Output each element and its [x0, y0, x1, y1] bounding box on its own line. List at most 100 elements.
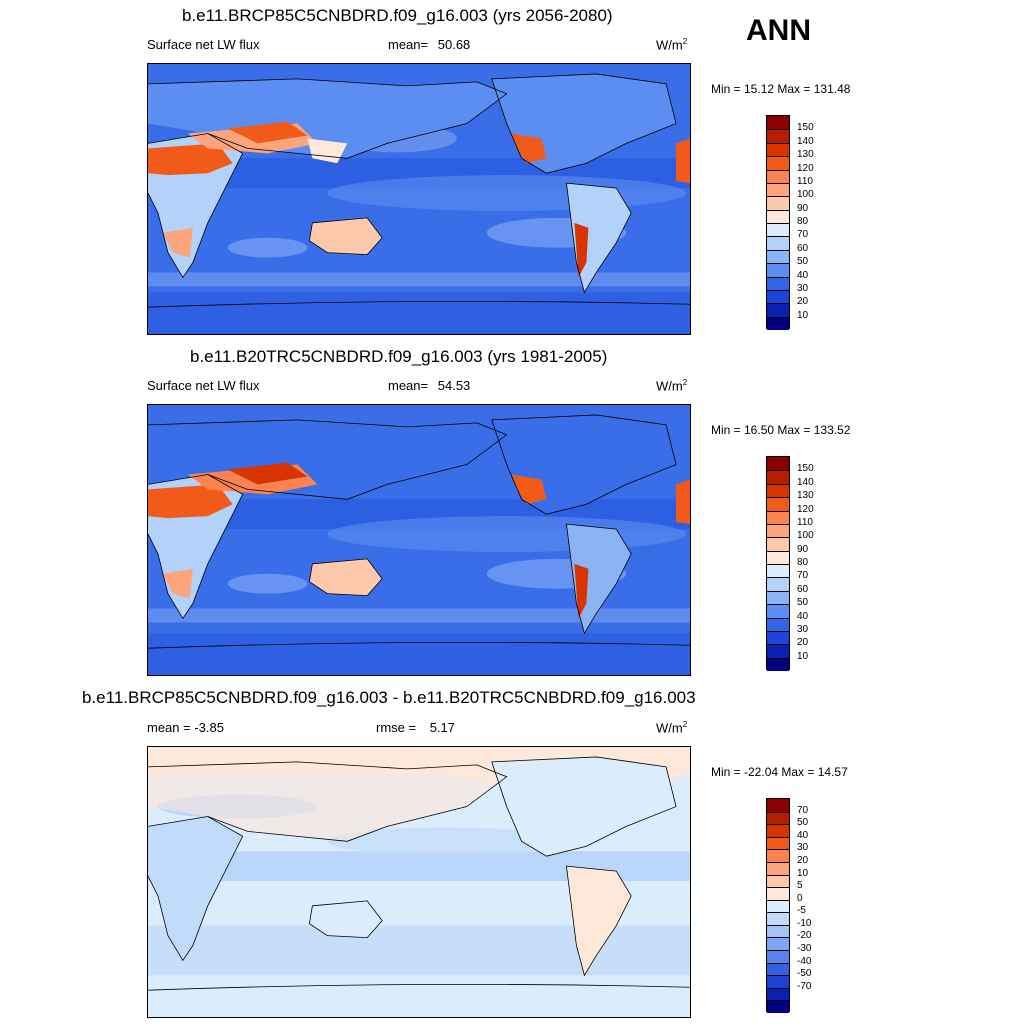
colorbar-swatch: [767, 470, 789, 484]
colorbar-swatch: [767, 497, 789, 511]
colorbar-tick-label: 60: [797, 583, 809, 595]
colorbar-tick-label: 10: [797, 867, 809, 879]
panel2-minmax: Min = 16.50 Max = 133.52: [711, 423, 851, 437]
season-label: ANN: [746, 14, 811, 47]
colorbar-tick-label: 90: [797, 543, 809, 555]
panel3-colorbar-labels: 70 50 40 30 20 10 5 0 -5 -10 -20 -30 -40 -50 -70: [797, 798, 837, 1012]
colorbar-swatch: [767, 924, 789, 938]
colorbar-swatch: [767, 564, 789, 578]
colorbar-swatch: [767, 169, 789, 183]
colorbar-tick-label: 100: [797, 189, 814, 201]
colorbar-swatch: [767, 116, 789, 130]
colorbar-swatch: [767, 196, 789, 210]
panel1-map: [147, 63, 691, 335]
colorbar-tick-label: 0: [797, 892, 803, 904]
colorbar-swatch: [767, 799, 789, 812]
colorbar-swatch: [767, 537, 789, 551]
panel3-units: W/m2: [656, 720, 688, 736]
colorbar-swatch: [767, 182, 789, 197]
panel2-title: b.e11.B20TRC5CNBDRD.f09_g16.003 (yrs 198…: [190, 347, 608, 366]
colorbar-tick-label: 20: [797, 637, 809, 649]
colorbar-tick-label: 40: [797, 269, 809, 281]
colorbar-tick-label: -20: [797, 930, 812, 942]
colorbar-tick-label: 20: [797, 296, 809, 308]
panel2-mean: mean= 54.53: [388, 378, 470, 393]
panel1-colorbar-labels: 150 140 130 120 110 100 90 80 70 60 50 40 30 20 10: [797, 115, 837, 329]
colorbar-swatch: [767, 912, 789, 925]
colorbar-tick-label: 30: [797, 623, 809, 635]
panel2-mean-label: mean=: [388, 378, 429, 393]
colorbar-tick-label: -30: [797, 943, 812, 955]
colorbar-tick-label: 70: [797, 229, 809, 241]
panel3-map-svg: [148, 747, 690, 1017]
colorbar-tick-label: 70: [797, 570, 809, 582]
colorbar-tick-label: -70: [797, 980, 812, 992]
colorbar-tick-label: 5: [797, 880, 803, 892]
colorbar-tick-label: 20: [797, 854, 809, 866]
colorbar-swatch: [767, 874, 789, 888]
colorbar-tick-label: 50: [797, 597, 809, 609]
colorbar-tick-label: 80: [797, 557, 809, 568]
colorbar-swatch: [767, 289, 789, 304]
colorbar-tick-label: 130: [797, 490, 814, 502]
colorbar-swatch: [767, 457, 789, 471]
colorbar-swatch: [767, 550, 789, 564]
colorbar-tick-label: 150: [797, 122, 814, 134]
colorbar-tick-label: 50: [797, 817, 809, 829]
colorbar-swatch: [767, 263, 789, 277]
colorbar-tick-label: 80: [797, 216, 809, 227]
colorbar-swatch: [767, 577, 789, 591]
colorbar-swatch: [767, 657, 789, 671]
colorbar-tick-label: -10: [797, 917, 812, 929]
colorbar-swatch: [767, 142, 789, 157]
panel2-units: W/m2: [656, 378, 688, 394]
colorbar-swatch: [767, 276, 789, 290]
colorbar-swatch: [767, 836, 789, 850]
colorbar-tick-label: 50: [797, 256, 809, 268]
colorbar-swatch: [767, 129, 789, 143]
colorbar-swatch: [767, 156, 789, 170]
panel1-mean-value: 50.68: [437, 37, 471, 52]
panel2-variable-label: Surface net LW flux: [147, 378, 260, 393]
colorbar-swatch: [767, 604, 789, 618]
panel3-title: b.e11.BRCP85C5CNBDRD.f09_g16.003 - b.e11…: [82, 688, 696, 707]
colorbar-tick-label: -50: [797, 968, 812, 980]
colorbar-swatch: [767, 824, 789, 837]
colorbar-tick-label: -5: [797, 905, 806, 917]
colorbar-swatch: [767, 962, 789, 976]
colorbar-swatch: [767, 483, 789, 498]
colorbar-swatch: [767, 975, 789, 988]
panel1-mean: mean= 50.68: [388, 37, 470, 52]
colorbar-tick-label: 60: [797, 242, 809, 254]
colorbar-tick-label: 10: [797, 650, 809, 662]
colorbar-tick-label: 30: [797, 282, 809, 294]
colorbar-swatch: [767, 223, 789, 237]
colorbar-tick-label: 40: [797, 829, 809, 841]
panel3-mean: mean = -3.85: [147, 720, 224, 735]
colorbar-tick-label: 90: [797, 202, 809, 214]
panel3-map: [147, 746, 691, 1018]
colorbar-tick-label: 120: [797, 503, 814, 515]
colorbar-tick-label: 140: [797, 135, 814, 147]
colorbar-tick-label: 70: [797, 804, 809, 816]
colorbar-tick-label: 100: [797, 530, 814, 542]
colorbar-tick-label: 140: [797, 476, 814, 488]
panel1-minmax: Min = 15.12 Max = 131.48: [711, 82, 851, 96]
colorbar-swatch: [767, 617, 789, 631]
colorbar-swatch: [767, 849, 789, 862]
colorbar-tick-label: 40: [797, 610, 809, 622]
colorbar-swatch: [767, 899, 789, 913]
panel1-units: W/m2: [656, 37, 688, 53]
panel2-map-svg: [148, 405, 690, 675]
colorbar-swatch: [767, 510, 789, 524]
panel1-map-svg: [148, 64, 690, 334]
colorbar-swatch: [767, 303, 789, 317]
panel3-minmax: Min = -22.04 Max = 14.57: [711, 765, 848, 779]
panel2-colorbar-labels: 150 140 130 120 110 100 90 80 70 60 50 40 30 20 10: [797, 456, 837, 670]
panel1-variable-label: Surface net LW flux: [147, 37, 260, 52]
colorbar-tick-label: 120: [797, 162, 814, 174]
panel3-rmse-label: rmse =: [376, 720, 417, 735]
colorbar-swatch: [767, 523, 789, 538]
colorbar-swatch: [767, 590, 789, 605]
colorbar-tick-label: 10: [797, 309, 809, 321]
